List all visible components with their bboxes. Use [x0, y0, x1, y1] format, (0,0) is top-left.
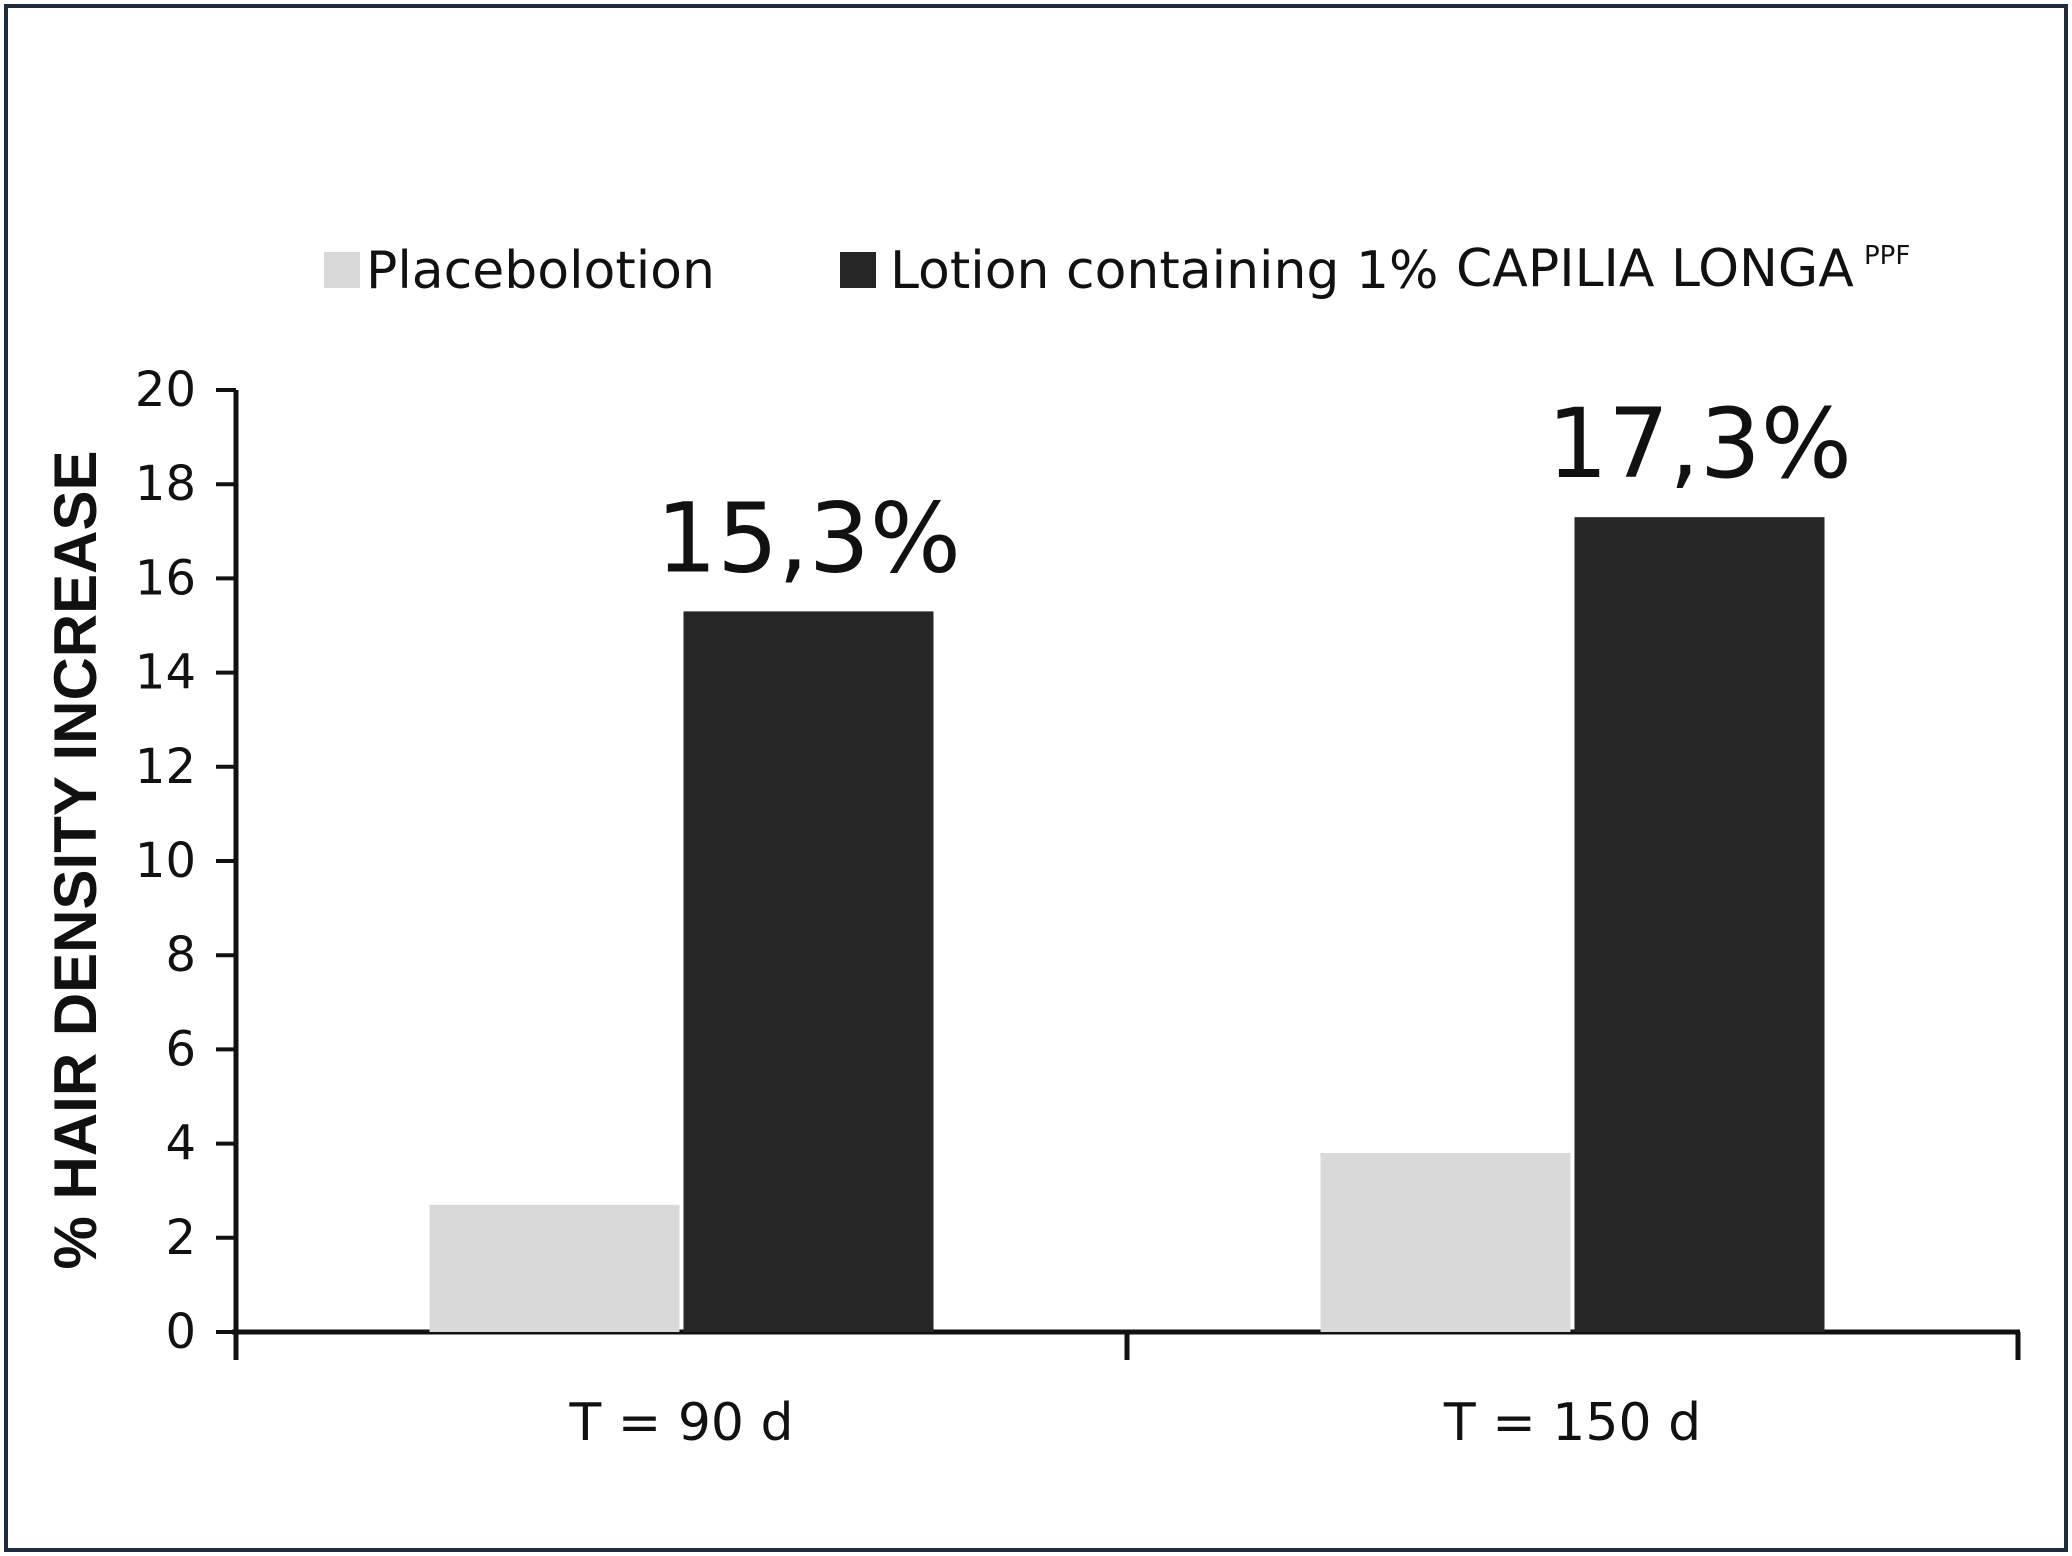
bar-lotion-1	[683, 611, 934, 1332]
data-label-lotion-2: 17,3%	[1547, 388, 1852, 500]
y-tick-label: 14	[135, 645, 196, 701]
y-tick-label: 16	[135, 550, 196, 606]
legend: Placebolotion Lotion containing 1% CAPIL…	[324, 239, 1910, 301]
y-tick-label: 12	[135, 739, 196, 795]
y-tick-label: 8	[165, 927, 196, 983]
y-tick-label: 4	[165, 1116, 196, 1172]
y-tick-label: 2	[165, 1210, 196, 1266]
legend-product-name: CAPILIA LONGA	[1456, 239, 1854, 299]
data-label-lotion-1: 15,3%	[656, 482, 961, 594]
legend-label-placebo: Placebolotion	[366, 241, 715, 301]
y-tick-label: 10	[135, 833, 196, 889]
bars	[429, 517, 1825, 1332]
bar-placebo-2	[1320, 1153, 1571, 1332]
y-tick-label: 18	[135, 456, 196, 512]
x-category-label: T = 150 d	[1443, 1393, 1701, 1453]
legend-product-sup: PPF	[1864, 241, 1910, 271]
legend-label-lotion: Lotion containing 1%	[890, 241, 1438, 301]
axes: 0 2 4 6 8 10 12 14 16 18 20	[135, 362, 2021, 1360]
legend-swatch-placebo	[324, 252, 360, 288]
y-tick-label: 20	[135, 362, 196, 418]
y-axis-label: % HAIR DENSITY INCREASE	[42, 450, 109, 1269]
x-category-label: T = 90 d	[568, 1393, 793, 1453]
labels: T = 90 d 15,3% T = 150 d 17,3%	[568, 388, 1852, 1453]
bar-placebo-1	[429, 1204, 680, 1332]
y-tick-label: 6	[165, 1021, 196, 1077]
legend-swatch-lotion	[840, 252, 876, 288]
bar-lotion-2	[1574, 517, 1825, 1332]
y-tick-label: 0	[165, 1304, 196, 1360]
chart-frame	[4, 4, 2068, 1552]
